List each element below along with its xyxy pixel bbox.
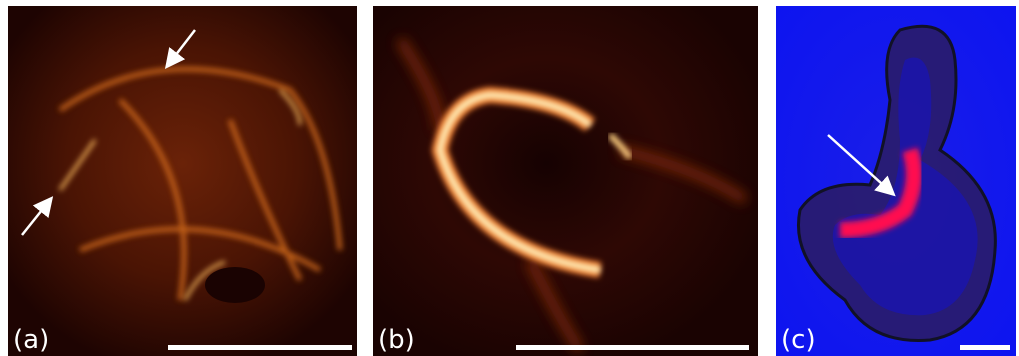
panel-b: (b) <box>373 6 758 356</box>
panel-a: (a) <box>8 6 357 356</box>
scale-bar <box>960 345 1010 350</box>
panel-label: (a) <box>13 325 49 355</box>
panel-label: (c) <box>781 325 816 355</box>
figure: (a) (b) (c) <box>0 0 1019 356</box>
panel-c: (c) <box>776 6 1016 356</box>
scale-bar <box>168 345 352 350</box>
micrograph <box>8 6 357 356</box>
panel-label: (b) <box>378 325 415 355</box>
scale-bar <box>516 345 749 350</box>
